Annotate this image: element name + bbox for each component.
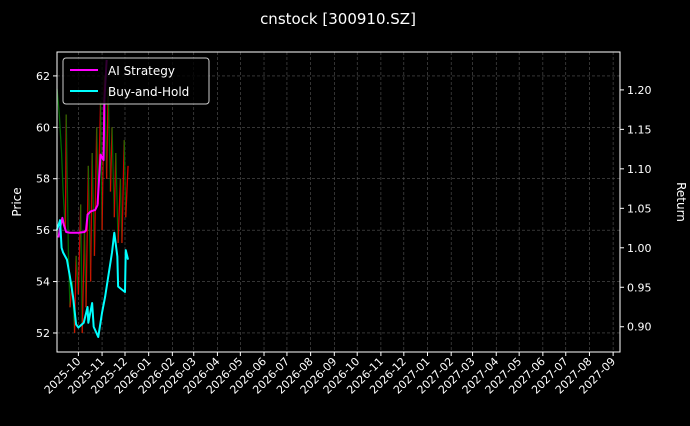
y2-tick-label: 1.10: [627, 163, 652, 176]
price-up-segment: [81, 230, 86, 333]
y-tick-label: 60: [36, 121, 50, 134]
y2-tick-label: 1.15: [627, 123, 652, 136]
price-down-segment: [60, 153, 64, 192]
buy-and-hold-line: [56, 219, 130, 338]
legend-box: [62, 57, 210, 105]
y2-tick-label: 0.90: [627, 321, 652, 334]
y-axis-label: Price: [10, 187, 24, 216]
y2-tick-label: 1.20: [627, 84, 652, 97]
price-up-segment: [93, 127, 98, 256]
legend-label-bh: Buy-and-Hold: [108, 85, 189, 99]
price-down-segment: [58, 114, 63, 154]
price-up-segment: [125, 165, 129, 218]
price-up-segment: [121, 140, 125, 244]
price-down-segment: [115, 153, 119, 244]
ai-strategy-line: [57, 59, 108, 238]
price-series: [56, 75, 129, 334]
return-series: [56, 59, 130, 338]
y2-tick-label: 0.95: [627, 281, 652, 294]
y2-tick-label: 1.05: [627, 202, 652, 215]
axes: 2025-102025-112025-122026-012026-022026-…: [36, 70, 652, 397]
plot-frame: [56, 51, 621, 353]
price-down-segment: [107, 88, 112, 192]
price-down-segment: [65, 114, 70, 256]
price-down-segment: [123, 140, 127, 218]
y-tick-label: 54: [36, 276, 50, 289]
y-tick-label: 58: [36, 173, 50, 186]
legend: AI Strategy Buy-and-Hold: [62, 57, 210, 105]
y-tick-label: 62: [36, 70, 50, 83]
y-tick-label: 56: [36, 224, 50, 237]
price-up-segment: [85, 165, 89, 308]
y2-tick-label: 1.00: [627, 242, 652, 255]
price-down-segment: [91, 153, 96, 256]
chart-title: cnstock [300910.SZ]: [260, 10, 416, 28]
y-tick-label: 52: [36, 327, 50, 340]
legend-label-ai: AI Strategy: [108, 64, 175, 78]
price-down-segment: [111, 127, 115, 218]
price-up-segment: [89, 153, 93, 282]
price-down-segment: [80, 204, 83, 333]
y2-axis-label: Return: [674, 182, 688, 222]
